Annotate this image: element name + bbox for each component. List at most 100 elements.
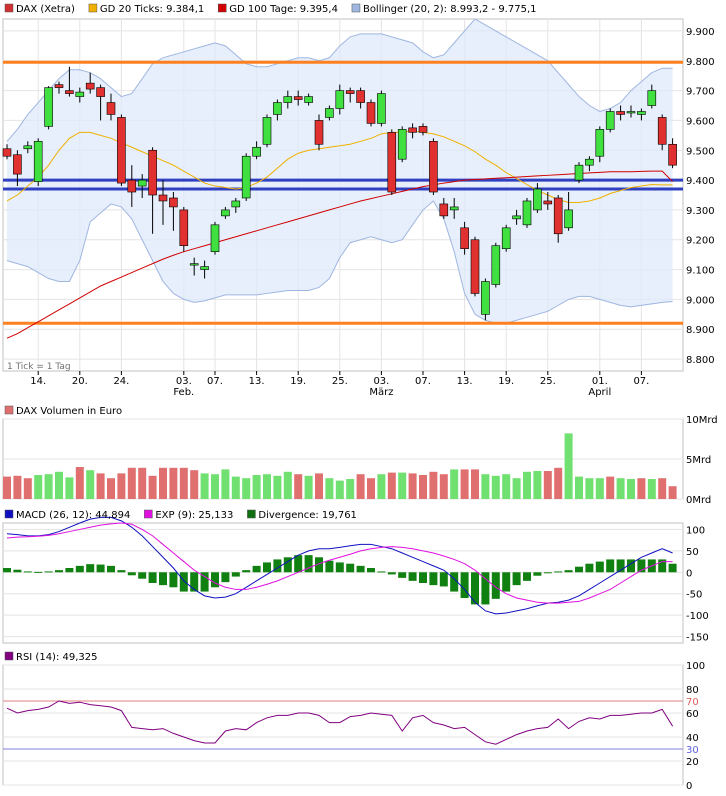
divergence-bar <box>34 571 43 573</box>
divergence-bar <box>533 572 542 576</box>
legend-swatch <box>88 3 98 13</box>
divergence-bar <box>491 572 500 599</box>
candle-body <box>85 82 95 90</box>
candle-body <box>314 120 324 145</box>
candle-body <box>179 209 189 247</box>
volume-bar <box>127 467 136 499</box>
candle-body <box>574 164 584 181</box>
volume-bar <box>606 476 615 499</box>
x-tick-label: 07. <box>633 376 649 387</box>
x-tick-label: 19. <box>498 376 514 387</box>
macd-panel: MACD (26, 12): 44,894 EXP (9): 25,133 Dive… <box>2 509 709 644</box>
divergence-bar <box>55 570 63 573</box>
volume-bar <box>169 467 178 499</box>
volume-bar <box>564 433 573 499</box>
legend-label: Bollinger (20, 2): 8.993,2 - 9.775,1 <box>363 4 537 15</box>
candle-body <box>252 146 261 157</box>
volume-bar <box>263 474 271 499</box>
volume-bar <box>616 478 625 499</box>
candle-body <box>262 117 272 145</box>
volume-bar <box>419 475 427 499</box>
divergence-bar <box>107 565 115 573</box>
candle-body <box>293 96 303 100</box>
y-tick-label: -100 <box>686 611 709 622</box>
candle-body <box>387 132 397 193</box>
divergence-bar <box>346 563 355 573</box>
volume-bar <box>512 478 521 499</box>
divergence-bar <box>616 559 625 573</box>
candle-body <box>605 111 615 130</box>
volume-bar <box>294 474 303 499</box>
legend-label: GD 20 Ticks: 9.384,1 <box>100 4 204 15</box>
candle-body <box>221 209 230 217</box>
divergence-bar <box>273 559 282 573</box>
candle-body <box>543 200 553 205</box>
divergence-bar <box>502 572 511 592</box>
volume-bar <box>44 474 53 499</box>
divergence-bar <box>523 572 531 581</box>
volume-bar <box>575 476 583 499</box>
volume-bar <box>408 473 417 499</box>
volume-bar <box>585 478 594 499</box>
candle-body <box>96 87 105 97</box>
x-tick-label: 25. <box>540 376 556 387</box>
y-tick-label: 80 <box>686 685 699 696</box>
legend-label: DAX (Xetra) <box>16 4 75 15</box>
candle-body <box>33 141 43 182</box>
candle-body <box>345 90 355 94</box>
x-tick-label: 25. <box>332 376 348 387</box>
divergence-bar <box>564 570 573 573</box>
volume-bar <box>13 475 22 499</box>
divergence-bar <box>23 571 32 573</box>
x-tick-label: 03. <box>373 376 389 387</box>
y-tick-label: 8.800 <box>686 355 715 366</box>
divergence-bar <box>429 572 438 586</box>
volume-bar <box>377 474 386 499</box>
y-tick-label: 0Mrd <box>686 495 711 506</box>
y-tick-label: 9.300 <box>686 206 715 217</box>
volume-bar <box>554 467 563 499</box>
candle-body <box>65 90 74 94</box>
volume-panel: DAX Volumen in Euro 10Mrd 5Mrd 0Mrd <box>2 405 718 506</box>
legend-label: DAX Volumen in Euro <box>16 406 122 417</box>
volume-bar <box>138 467 147 499</box>
y-tick-label: 9.000 <box>686 295 715 306</box>
x-tick-month: Feb. <box>173 387 194 398</box>
candle-body <box>54 84 64 88</box>
divergence-bar <box>606 559 615 573</box>
candle-body <box>408 127 417 133</box>
x-tick-label: 13. <box>249 376 265 387</box>
x-tick-label: 07. <box>207 376 223 387</box>
candle-body <box>304 96 313 103</box>
candle-body <box>470 239 480 294</box>
divergence-bar <box>294 555 303 573</box>
divergence-bar <box>554 571 563 573</box>
legend-swatch <box>247 509 256 519</box>
candle-body <box>439 203 449 217</box>
y-tick-label: -50 <box>686 590 702 601</box>
volume-bar <box>595 478 604 499</box>
gd100-line <box>6 170 673 339</box>
candle-body <box>75 91 85 97</box>
candle-body <box>449 206 459 211</box>
volume-bar <box>523 471 531 499</box>
y-tick-label: 40 <box>686 733 699 744</box>
candle-body <box>460 227 469 249</box>
divergence-bar <box>585 563 594 573</box>
volume-bar <box>460 469 469 499</box>
divergence-bar <box>419 572 427 583</box>
legend-label: Divergence: 19,761 <box>258 510 357 521</box>
divergence-bar <box>242 570 251 573</box>
candle-body <box>44 87 53 127</box>
volume-bar <box>491 475 500 499</box>
volume-bar <box>637 478 646 499</box>
candle-body <box>2 148 12 157</box>
divergence-bar <box>75 565 84 573</box>
candle-body <box>273 102 282 115</box>
y-tick-label: -150 <box>686 633 709 644</box>
divergence-bar <box>200 572 209 592</box>
candle-body <box>512 215 521 220</box>
y-tick-label: 100 <box>686 661 705 672</box>
